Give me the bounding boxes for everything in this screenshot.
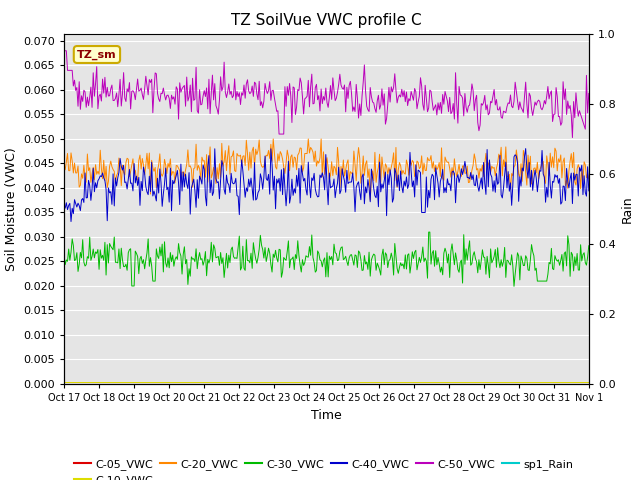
Y-axis label: Soil Moisture (VWC): Soil Moisture (VWC) <box>4 147 18 271</box>
Y-axis label: Rain: Rain <box>621 195 634 223</box>
Title: TZ SoilVue VWC profile C: TZ SoilVue VWC profile C <box>231 13 422 28</box>
Legend: C-05_VWC, C-10_VWC, C-20_VWC, C-30_VWC, C-40_VWC, C-50_VWC, sp1_Rain: C-05_VWC, C-10_VWC, C-20_VWC, C-30_VWC, … <box>70 454 577 480</box>
X-axis label: Time: Time <box>311 408 342 421</box>
Text: TZ_sm: TZ_sm <box>77 49 116 60</box>
